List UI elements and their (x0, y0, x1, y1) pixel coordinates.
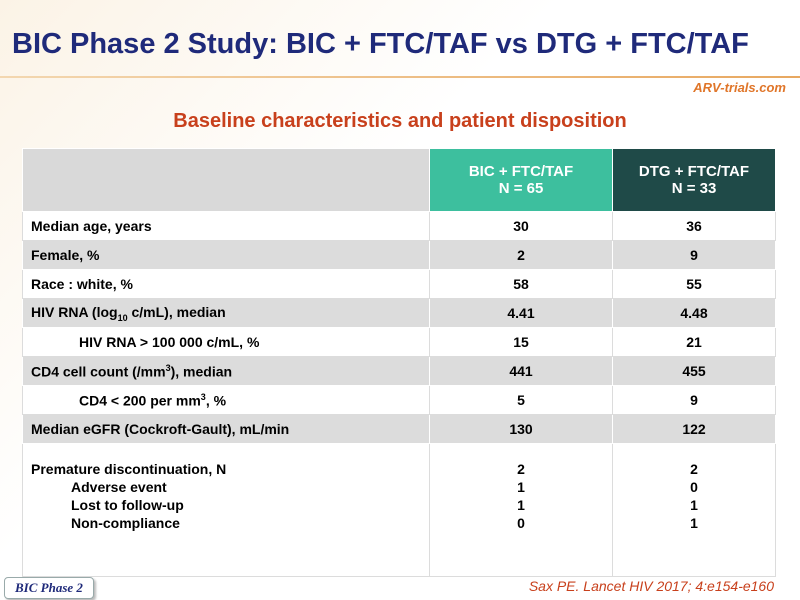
column-n: N = 65 (498, 180, 544, 197)
cell: 4.41 (429, 298, 613, 328)
value: 1 (517, 497, 525, 513)
label-text: CD4 cell count (/mm (31, 363, 166, 380)
value: 2 (690, 461, 698, 477)
label-sup: 3 (200, 391, 206, 402)
value: 0 (517, 515, 525, 531)
title: BIC Phase 2 Study: BIC + FTC/TAF vs DTG … (12, 28, 749, 60)
cell: 55 (612, 269, 776, 299)
row: HIV RNA (log10 c/mL), median 4.41 4.48 (22, 298, 776, 328)
citation: Sax PE. Lancet HIV 2017; 4:e154-e160 (528, 578, 774, 594)
header-cell: BIC + FTC/TAF N = 65 (429, 148, 613, 212)
cell: 36 (612, 211, 776, 241)
label-text: , % (205, 392, 227, 409)
cell: 455 (612, 356, 776, 386)
header-cell (22, 148, 430, 212)
cell: 9 (612, 385, 776, 415)
label-text: CD4 < 200 per mm (79, 392, 201, 409)
cell: 4.48 (612, 298, 776, 328)
row: CD4 cell count (/mm3), median 441 455 (22, 356, 776, 386)
title-rule (0, 76, 800, 78)
cell: 30 (429, 211, 613, 241)
subtitle: Baseline characteristics and patient dis… (173, 110, 627, 132)
label-sub: 10 (117, 312, 128, 323)
row: Female, % 2 9 (22, 240, 776, 270)
sublabel: Lost to follow-up (71, 497, 184, 513)
cell: 130 (429, 414, 613, 444)
value: 1 (690, 515, 698, 531)
row-label: Race : white, % (22, 269, 430, 299)
header-row: BIC + FTC/TAF N = 65 DTG + FTC/TAF N = 33 (22, 148, 776, 212)
label-text: ), median (170, 363, 233, 380)
logo: ARV-trials.com (693, 80, 786, 95)
row-label: Median eGFR (Cockroft-Gault), mL/min (22, 414, 430, 444)
row-label: HIV RNA > 100 000 c/mL, % (22, 327, 430, 357)
row: Median eGFR (Cockroft-Gault), mL/min 130 1… (22, 414, 776, 444)
sublabel: Adverse event (71, 479, 167, 495)
row-label: Premature discontinuation, N Adverse even… (22, 443, 430, 577)
table: BIC + FTC/TAF N = 65 DTG + FTC/TAF N = 33 … (22, 148, 776, 577)
column-name: DTG + FTC/TAF (638, 163, 750, 180)
row-label: HIV RNA (log10 c/mL), median (22, 298, 430, 328)
row: Premature discontinuation, N Adverse even… (22, 443, 776, 577)
label-text: Premature discontinuation, N (31, 461, 227, 477)
row: HIV RNA > 100 000 c/mL, % 15 21 (22, 327, 776, 357)
cell: 2 (429, 240, 613, 270)
row: Race : white, % 58 55 (22, 269, 776, 299)
value: 1 (690, 497, 698, 513)
value: 2 (517, 461, 525, 477)
value: 1 (517, 479, 525, 495)
label-sup: 3 (165, 362, 171, 373)
sublabel: Non-compliance (71, 515, 180, 531)
label-text: c/mL), median (127, 303, 226, 320)
column-n: N = 33 (671, 180, 717, 197)
column-name: BIC + FTC/TAF (468, 163, 574, 180)
value: 0 (690, 479, 698, 495)
row-label: CD4 cell count (/mm3), median (22, 356, 430, 386)
row-label: Median age, years (22, 211, 430, 241)
row-label: Female, % (22, 240, 430, 270)
cell: 58 (429, 269, 613, 299)
cell: 441 (429, 356, 613, 386)
cell: 5 (429, 385, 613, 415)
row-label: CD4 < 200 per mm3, % (22, 385, 430, 415)
cell: 15 (429, 327, 613, 357)
label-text: HIV RNA (log (31, 303, 118, 320)
row: CD4 < 200 per mm3, % 5 9 (22, 385, 776, 415)
footer-tag: BIC Phase 2 (4, 577, 94, 599)
cell: 122 (612, 414, 776, 444)
header-cell: DTG + FTC/TAF N = 33 (612, 148, 776, 212)
cell: 9 (612, 240, 776, 270)
cell: 21 (612, 327, 776, 357)
cell: 2 1 1 0 (429, 443, 613, 577)
row: Median age, years 30 36 (22, 211, 776, 241)
